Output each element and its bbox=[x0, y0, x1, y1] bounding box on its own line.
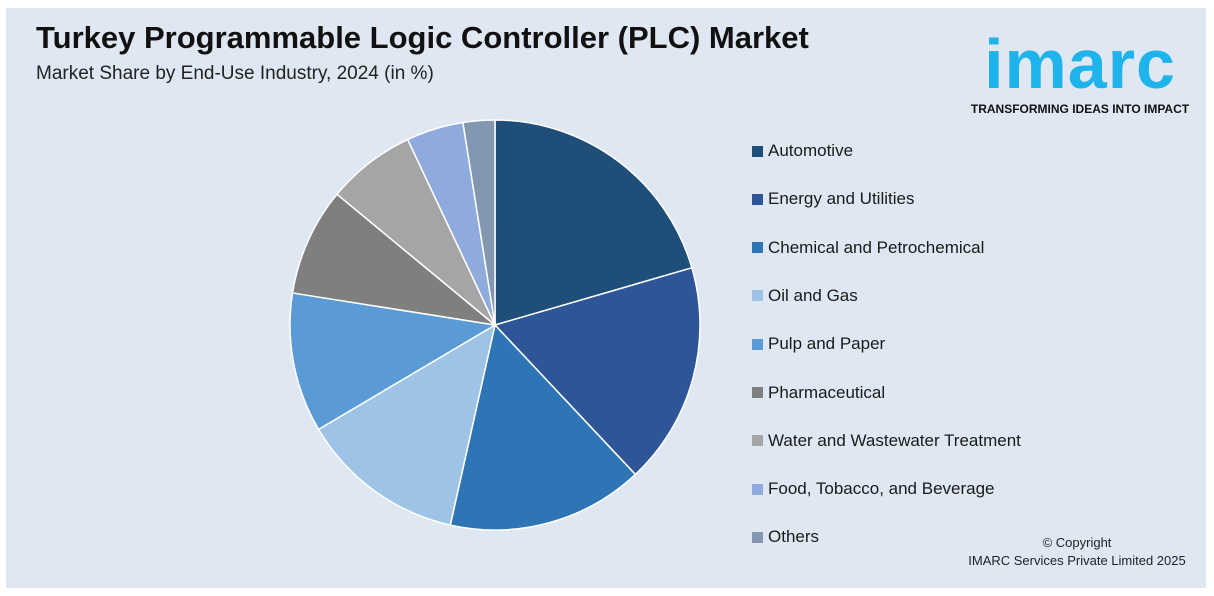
legend-label: Others bbox=[768, 527, 819, 547]
legend-swatch bbox=[752, 146, 763, 157]
legend-label: Oil and Gas bbox=[768, 286, 858, 306]
legend-label: Automotive bbox=[768, 141, 853, 161]
legend-item: Oil and Gas bbox=[752, 285, 858, 307]
pie-chart bbox=[280, 110, 710, 540]
copyright-line-1: © Copyright bbox=[960, 534, 1194, 552]
chart-subtitle: Market Share by End-Use Industry, 2024 (… bbox=[36, 63, 434, 85]
legend-swatch bbox=[752, 532, 763, 543]
legend-label: Energy and Utilities bbox=[768, 189, 914, 209]
legend-swatch bbox=[752, 435, 763, 446]
imarc-logo: imarc TRANSFORMING IDEAS INTO IMPACT bbox=[962, 18, 1198, 122]
logo-wordmark: imarc bbox=[962, 24, 1198, 104]
legend-label: Water and Wastewater Treatment bbox=[768, 431, 1021, 451]
legend-swatch bbox=[752, 194, 763, 205]
logo-tagline: TRANSFORMING IDEAS INTO IMPACT bbox=[962, 102, 1198, 116]
legend-label: Pulp and Paper bbox=[768, 334, 885, 354]
copyright-line-2: IMARC Services Private Limited 2025 bbox=[960, 552, 1194, 570]
legend-label: Pharmaceutical bbox=[768, 383, 885, 403]
legend-label: Chemical and Petrochemical bbox=[768, 238, 984, 258]
legend-swatch bbox=[752, 484, 763, 495]
pie-svg bbox=[280, 110, 710, 540]
legend-item: Energy and Utilities bbox=[752, 188, 914, 210]
legend-swatch bbox=[752, 387, 763, 398]
legend-swatch bbox=[752, 290, 763, 301]
legend-item: Food, Tobacco, and Beverage bbox=[752, 478, 995, 500]
legend-item: Pharmaceutical bbox=[752, 382, 885, 404]
legend-item: Others bbox=[752, 526, 819, 548]
legend-item: Automotive bbox=[752, 140, 853, 162]
copyright-notice: © Copyright IMARC Services Private Limit… bbox=[960, 534, 1194, 570]
chart-title: Turkey Programmable Logic Controller (PL… bbox=[36, 20, 809, 56]
legend-swatch bbox=[752, 339, 763, 350]
legend-item: Water and Wastewater Treatment bbox=[752, 430, 1021, 452]
legend-item: Chemical and Petrochemical bbox=[752, 237, 984, 259]
legend-item: Pulp and Paper bbox=[752, 333, 885, 355]
legend-swatch bbox=[752, 242, 763, 253]
legend-label: Food, Tobacco, and Beverage bbox=[768, 479, 995, 499]
